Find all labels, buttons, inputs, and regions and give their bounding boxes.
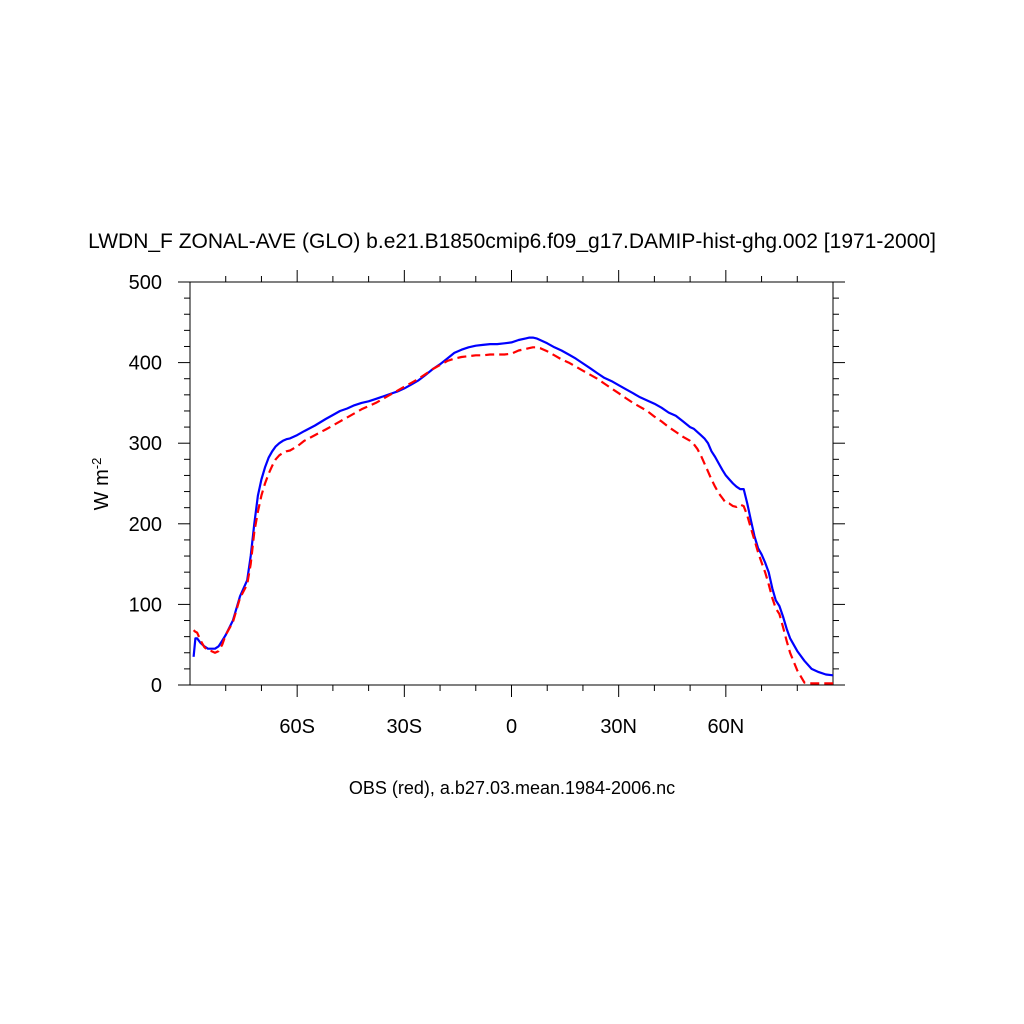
y-tick-label: 0 bbox=[151, 675, 162, 697]
y-tick-label: 300 bbox=[129, 433, 162, 455]
x-tick-label: 30S bbox=[387, 716, 423, 738]
series-lines bbox=[192, 336, 834, 685]
series-line-2 bbox=[192, 346, 833, 685]
y-tick-label: 100 bbox=[129, 594, 162, 616]
chart-title: LWDN_F ZONAL-AVE (GLO) b.e21.B1850cmip6.… bbox=[88, 230, 936, 253]
x-tick-label: 60N bbox=[707, 716, 744, 738]
x-tick-label: 30N bbox=[600, 716, 637, 738]
x-axis-label: OBS (red), a.b27.03.mean.1984-2006.nc bbox=[349, 778, 675, 798]
y-tick-label: 500 bbox=[129, 272, 162, 294]
y-axis-ticks: 0 100 200 300 400 500 bbox=[129, 272, 845, 697]
x-tick-label: 60S bbox=[279, 716, 315, 738]
x-tick-label: 0 bbox=[506, 716, 517, 738]
y-axis-label-exponent: -2 bbox=[89, 458, 104, 470]
x-axis-ticks: 60S 30S 0 30N 60N bbox=[279, 270, 744, 738]
minor-ticks bbox=[184, 276, 839, 691]
y-tick-label: 200 bbox=[129, 514, 162, 536]
y-tick-label: 400 bbox=[129, 353, 162, 375]
series-line-1 bbox=[192, 336, 834, 677]
y-axis-label-text: W m bbox=[91, 469, 113, 510]
y-axis-label: W m-2 bbox=[89, 458, 114, 511]
